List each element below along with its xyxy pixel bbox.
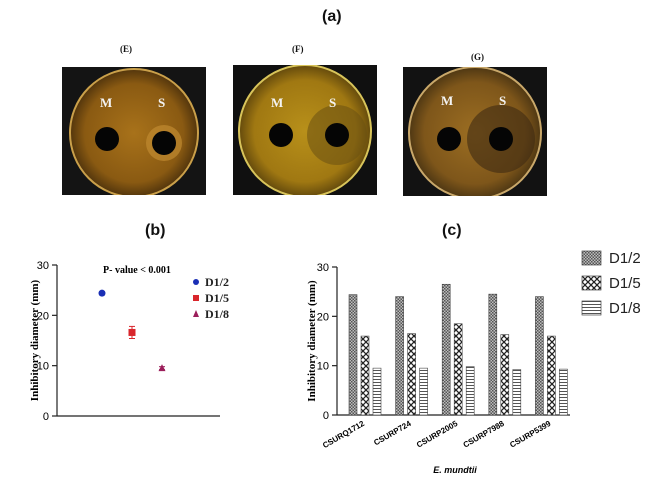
y-tick-label-c: 20 (317, 311, 329, 323)
legend-marker-D1/5 (193, 295, 199, 301)
legend-label-D1/8: D1/8 (205, 307, 229, 321)
bar-D1/8-CSURP2005 (465, 366, 475, 416)
bar-D1/5-CSURP7988 (500, 334, 510, 416)
photo-g-label: (G) (471, 52, 484, 62)
y-tick-label-c: 0 (323, 410, 329, 422)
legend-swatch-D1/8 (581, 300, 602, 316)
bar-D1/8-CSURP724 (419, 367, 428, 416)
legend-marker-D1/2 (193, 279, 199, 285)
y-axis-label-b: Inhibitory diameter (mm) (29, 279, 41, 401)
p-value-annotation: P- value < 0.001 (103, 265, 171, 276)
bar-D1/2-CSURQ1712 (348, 294, 358, 416)
x-tick-label-c: CSURQ1712 (321, 419, 366, 450)
y-tick-label-b: 20 (37, 310, 49, 322)
x-tick-label-c: CSURP7988 (462, 419, 507, 450)
agar-plate-photo-e: M S (62, 67, 206, 195)
bar-D1/2-CSURP724 (395, 296, 404, 416)
y-tick-label-c: 10 (317, 361, 329, 373)
bar-D1/5-CSURP5399 (547, 335, 556, 416)
bar-D1/5-CSURP2005 (453, 323, 463, 416)
legend-swatch-D1/2 (581, 250, 602, 266)
well-label-m-e: M (100, 95, 112, 110)
panel-c-letter: (c) (442, 222, 462, 239)
well-m-f (269, 123, 293, 147)
x-tick-label-c: CSURP724 (372, 419, 413, 448)
well-m-e (95, 127, 119, 151)
agar-plate-photo-f: M S (233, 65, 377, 195)
y-tick-label-c: 30 (317, 262, 329, 274)
legend-label-c-D1/8: D1/8 (609, 300, 641, 317)
well-label-m-f: M (271, 95, 283, 110)
bar-D1/5-CSURP724 (407, 333, 416, 416)
well-label-s-g: S (499, 93, 506, 108)
legend-label-D1/2: D1/2 (205, 275, 229, 289)
bar-D1/8-CSURQ1712 (372, 367, 382, 416)
y-tick-label-b: 10 (37, 361, 49, 373)
legend-swatch-D1/5 (581, 275, 602, 291)
legend-label-c-D1/5: D1/5 (609, 275, 641, 292)
bar-D1/2-CSURP2005 (441, 283, 451, 416)
photo-e-label: (E) (120, 44, 132, 54)
y-axis-label-c: Inhibitory diameter (mm) (306, 280, 318, 402)
photo-f-label: (F) (292, 44, 304, 54)
bar-D1/8-CSURP5399 (559, 368, 568, 416)
data-point-D1/2 (98, 289, 106, 297)
data-point-D1/5 (128, 328, 136, 336)
bar-D1/2-CSURP5399 (535, 296, 544, 416)
y-tick-label-b: 30 (37, 260, 49, 272)
x-tick-label-c: CSURP5399 (508, 419, 553, 450)
panel-b-letter: (b) (145, 222, 166, 239)
agar-plate-photo-g: M S (403, 67, 547, 196)
legend-label-c-D1/2: D1/2 (609, 250, 641, 267)
well-s-g (489, 127, 513, 151)
well-label-s-f: S (329, 95, 336, 110)
bar-D1/5-CSURQ1712 (360, 335, 370, 416)
well-label-s-e: S (158, 95, 165, 110)
x-axis-label-c: E. mundtii (433, 465, 477, 475)
y-tick-label-b: 0 (43, 411, 49, 423)
bar-D1/2-CSURP7988 (488, 293, 498, 416)
panel-a-letter: (a) (322, 8, 342, 25)
data-point-D1/8 (158, 364, 166, 372)
legend-marker-D1/8 (193, 310, 199, 317)
bar-D1/8-CSURP7988 (512, 369, 522, 416)
well-s-e (152, 131, 176, 155)
legend-label-D1/5: D1/5 (205, 291, 229, 305)
x-tick-label-c: CSURP2005 (415, 419, 460, 450)
well-s-f (325, 123, 349, 147)
well-label-m-g: M (441, 93, 453, 108)
well-m-g (437, 127, 461, 151)
